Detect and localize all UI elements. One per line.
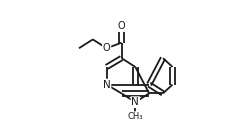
Text: O: O bbox=[103, 43, 110, 53]
Text: N: N bbox=[132, 97, 139, 107]
Text: CH₃: CH₃ bbox=[128, 112, 143, 121]
Text: O: O bbox=[118, 21, 125, 31]
Text: N: N bbox=[103, 80, 110, 90]
